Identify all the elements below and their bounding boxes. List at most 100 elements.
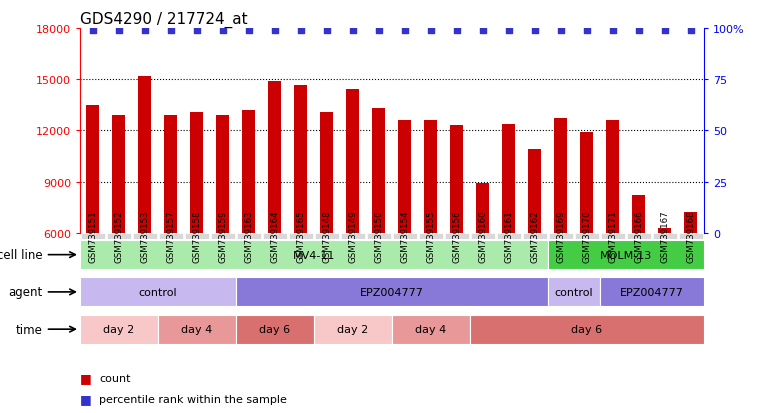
Text: GSM739160: GSM739160	[479, 210, 487, 263]
Bar	[269, 82, 282, 233]
Bar	[451, 126, 463, 233]
FancyBboxPatch shape	[212, 233, 234, 240]
FancyBboxPatch shape	[471, 233, 495, 240]
FancyBboxPatch shape	[133, 233, 157, 240]
Text: GDS4290 / 217724_at: GDS4290 / 217724_at	[80, 12, 247, 28]
FancyBboxPatch shape	[419, 233, 443, 240]
FancyBboxPatch shape	[680, 233, 702, 240]
Text: GSM739151: GSM739151	[88, 210, 97, 263]
FancyBboxPatch shape	[107, 233, 131, 240]
Text: GSM739161: GSM739161	[505, 210, 514, 263]
Point	[113, 27, 125, 34]
Bar	[528, 150, 541, 233]
Point	[685, 27, 697, 34]
FancyBboxPatch shape	[548, 240, 704, 270]
Text: GSM739168: GSM739168	[686, 210, 696, 263]
Bar	[502, 124, 515, 233]
Bar	[87, 106, 100, 233]
Point	[477, 27, 489, 34]
Text: MOLM-13: MOLM-13	[600, 250, 652, 260]
FancyBboxPatch shape	[159, 233, 183, 240]
Bar	[425, 121, 438, 233]
Text: time: time	[15, 323, 43, 336]
Text: ■: ■	[80, 392, 91, 405]
Text: GSM739170: GSM739170	[582, 210, 591, 263]
Point	[191, 27, 203, 34]
Text: day 2: day 2	[337, 324, 368, 335]
Text: day 2: day 2	[103, 324, 135, 335]
Text: day 6: day 6	[260, 324, 291, 335]
Bar	[555, 119, 568, 233]
Point	[243, 27, 255, 34]
Point	[295, 27, 307, 34]
Text: GSM739171: GSM739171	[609, 210, 617, 263]
Text: GSM739163: GSM739163	[244, 210, 253, 263]
FancyBboxPatch shape	[627, 233, 651, 240]
Text: GSM739166: GSM739166	[635, 210, 643, 263]
FancyBboxPatch shape	[549, 233, 572, 240]
Bar	[190, 112, 203, 233]
Point	[139, 27, 151, 34]
Text: GSM739159: GSM739159	[218, 210, 228, 263]
Text: count: count	[99, 373, 130, 383]
Text: day 4: day 4	[416, 324, 447, 335]
FancyBboxPatch shape	[601, 233, 625, 240]
Point	[373, 27, 385, 34]
Text: percentile rank within the sample: percentile rank within the sample	[99, 394, 287, 404]
Bar	[164, 116, 177, 233]
Bar	[216, 116, 229, 233]
FancyBboxPatch shape	[368, 233, 390, 240]
Point	[633, 27, 645, 34]
Point	[399, 27, 411, 34]
Text: GSM739154: GSM739154	[400, 210, 409, 263]
Bar	[684, 213, 697, 233]
Bar	[139, 76, 151, 233]
Text: GSM739153: GSM739153	[141, 210, 149, 263]
Text: GSM739148: GSM739148	[323, 210, 331, 263]
Bar	[320, 112, 333, 233]
Point	[87, 27, 99, 34]
FancyBboxPatch shape	[158, 315, 236, 344]
Text: GSM739167: GSM739167	[661, 210, 670, 263]
FancyBboxPatch shape	[341, 233, 365, 240]
FancyBboxPatch shape	[315, 233, 339, 240]
Bar	[346, 89, 359, 233]
Point	[451, 27, 463, 34]
Bar	[581, 133, 594, 233]
FancyBboxPatch shape	[236, 278, 548, 307]
Bar	[243, 111, 256, 233]
FancyBboxPatch shape	[80, 278, 236, 307]
Text: MV4-11: MV4-11	[293, 250, 335, 260]
Point	[217, 27, 229, 34]
Text: day 4: day 4	[181, 324, 212, 335]
Text: control: control	[139, 287, 177, 297]
Text: EPZ004777: EPZ004777	[620, 287, 684, 297]
FancyBboxPatch shape	[393, 233, 416, 240]
Text: GSM739165: GSM739165	[297, 210, 305, 263]
Bar	[607, 121, 619, 233]
FancyBboxPatch shape	[600, 278, 704, 307]
Text: GSM739169: GSM739169	[556, 210, 565, 263]
FancyBboxPatch shape	[185, 233, 209, 240]
Text: GSM739157: GSM739157	[167, 210, 175, 263]
Text: control: control	[555, 287, 594, 297]
FancyBboxPatch shape	[263, 233, 287, 240]
Text: GSM739156: GSM739156	[453, 210, 461, 263]
Bar	[476, 184, 489, 233]
Point	[555, 27, 567, 34]
Text: GSM739164: GSM739164	[270, 210, 279, 263]
Point	[529, 27, 541, 34]
FancyBboxPatch shape	[81, 233, 104, 240]
FancyBboxPatch shape	[314, 315, 392, 344]
Point	[581, 27, 593, 34]
Text: GSM739150: GSM739150	[374, 210, 384, 263]
FancyBboxPatch shape	[237, 233, 260, 240]
Text: agent: agent	[8, 286, 43, 299]
FancyBboxPatch shape	[575, 233, 599, 240]
FancyBboxPatch shape	[80, 240, 548, 270]
Point	[503, 27, 515, 34]
Text: day 6: day 6	[572, 324, 603, 335]
FancyBboxPatch shape	[80, 315, 158, 344]
Bar	[399, 121, 412, 233]
Text: GSM739158: GSM739158	[193, 210, 202, 263]
